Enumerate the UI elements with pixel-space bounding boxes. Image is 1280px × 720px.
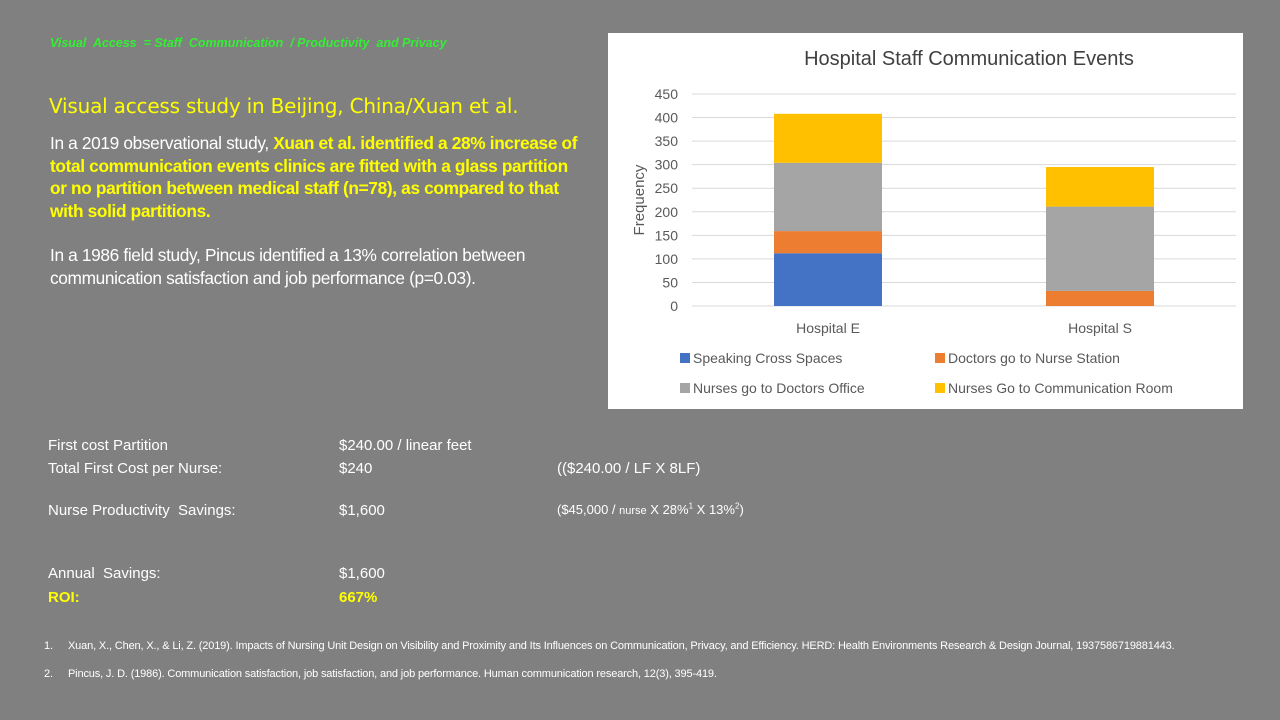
y-tick-label: 150 [655,227,679,243]
reference-text: Xuan, X., Chen, X., & Li, Z. (2019). Imp… [68,640,1175,652]
paragraph-intro-text: In a 2019 observational study, [50,133,274,153]
bar-segment [774,162,882,232]
legend-label: Doctors go to Nurse Station [948,350,1120,366]
per-nurse-value: $240 [339,460,373,477]
chart-title: Hospital Staff Communication Events [804,48,1134,70]
y-tick-label: 350 [655,133,679,149]
productivity-label: Nurse Productivity Savings: [48,502,236,519]
y-tick-label: 300 [655,157,679,173]
x-tick-label: Hospital E [796,320,860,336]
productivity-value: $1,600 [339,502,385,519]
calc-part-c: X 28% [646,502,689,517]
study-paragraph-xuan: In a 2019 observational study, Xuan et a… [50,132,580,222]
per-nurse-calculation: (($240.00 / LF X 8LF) [557,460,701,477]
per-nurse-label: Total First Cost per Nurse: [48,460,223,477]
calc-part-a: ($45,000 / [557,502,620,517]
calc-superscript-1: 1 [688,501,694,511]
y-tick-label: 400 [655,110,679,126]
reference-2: 2. Pincus, J. D. (1986). Communication sa… [44,668,1218,681]
bar-segment [774,231,882,254]
calc-superscript-2: 2 [734,501,740,511]
roi-value: 667% [339,589,378,606]
bar-segment [1046,206,1154,291]
legend-label: Nurses go to Doctors Office [693,380,865,396]
legend-swatch [680,353,690,363]
y-tick-label: 250 [655,180,679,196]
productivity-calculation: ($45,000 / nurse X 28%1 X 13%2) [557,502,744,517]
annual-savings-label: Annual Savings: [48,565,161,582]
y-tick-label: 450 [655,86,679,102]
slide-heading: Visual access study in Beijing, China/Xu… [49,94,519,118]
y-axis-label: Frequency [631,164,648,235]
reference-text: Pincus, J. D. (1986). Communication sati… [68,668,717,680]
calc-part-b: nurse [619,505,647,517]
y-tick-label: 200 [655,204,679,220]
first-cost-value: $240.00 / linear feet [339,437,472,454]
y-tick-label: 0 [670,298,678,314]
reference-1: 1. Xuan, X., Chen, X., & Li, Z. (2019). I… [44,640,1218,653]
legend-swatch [935,383,945,393]
chart-panel: Hospital Staff Communication Events 0 50 10… [608,33,1243,409]
paragraph-highlight-text: Xuan et al. identified a 28% increase of… [50,133,578,221]
bar-segment [774,253,882,306]
legend-label: Speaking Cross Spaces [693,350,842,366]
bar-segment [1046,167,1154,207]
stacked-bar-chart: Hospital Staff Communication Events 0 50 10… [631,48,1236,396]
reference-number: 2. [44,668,53,680]
reference-number: 1. [44,640,53,652]
study-paragraph-pincus: In a 1986 field study, Pincus identified… [50,245,526,288]
x-tick-label: Hospital S [1068,320,1132,336]
roi-label: ROI: [48,589,80,606]
legend-swatch [680,383,690,393]
first-cost-label: First cost Partition [48,437,169,454]
bar-segment [1046,290,1154,306]
legend-swatch [935,353,945,363]
y-tick-label: 100 [655,251,679,267]
bar-segment [774,113,882,163]
legend-label: Nurses Go to Communication Room [948,380,1173,396]
calc-part-d: X 13% [693,502,735,517]
annual-savings-value: $1,600 [339,565,385,582]
tagline: Visual Access = Staff Communication / Pr… [50,36,447,50]
y-tick-label: 50 [662,274,678,290]
calc-part-e: ) [739,502,744,517]
